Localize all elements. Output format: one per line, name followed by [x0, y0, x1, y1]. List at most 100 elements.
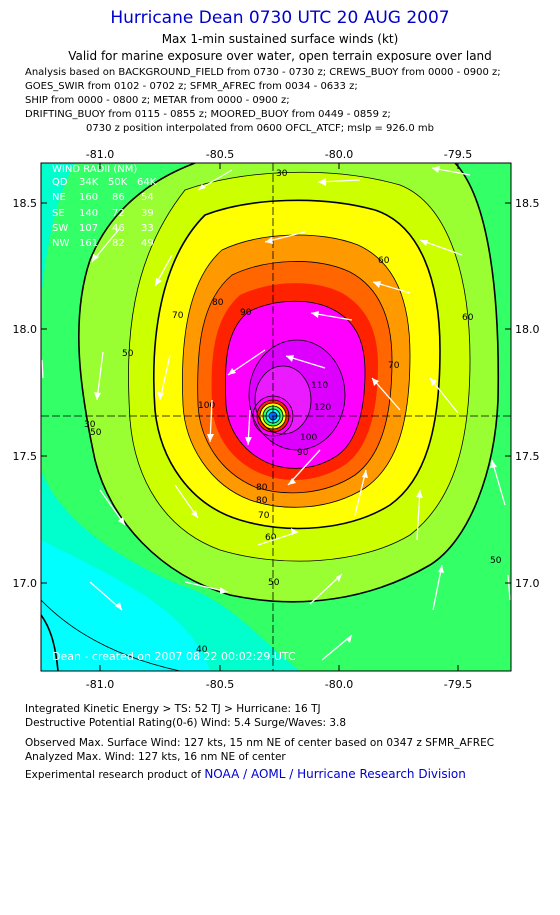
wind-vector — [96, 351, 104, 401]
contour-label: 80 — [212, 298, 224, 308]
wind-radii-header: 64K — [137, 177, 157, 188]
contour-label: 70 — [388, 361, 400, 371]
wind-vector — [354, 469, 367, 516]
contour-label: 90 — [240, 308, 252, 318]
lat-tick-right-4: 17.0 — [515, 577, 540, 590]
wind-radii-cell: NE — [52, 192, 66, 203]
wind-radii-header: QD — [52, 177, 68, 188]
wind-radii-cell: 49 — [141, 238, 154, 249]
wind-vector-head — [432, 166, 440, 173]
wind-vector-head — [336, 574, 342, 582]
creation-watermark: Dean - created on 2007 08 22 00:02:29 UT… — [52, 650, 296, 663]
wind-radii-header: 34K — [79, 177, 99, 188]
lon-tick-bottom-3: -80.0 — [325, 678, 353, 690]
wind-vector-head — [416, 490, 423, 498]
wind-vector — [41, 359, 44, 379]
wind-radii-cell: 46 — [112, 223, 125, 234]
wind-vector-head — [291, 528, 298, 535]
wind-vector-head — [191, 510, 198, 518]
contour-label: 50 — [122, 349, 134, 359]
contour-label: 50 — [490, 556, 502, 566]
wind-vector-head — [288, 478, 296, 485]
lon-tick-bottom-2: -80.5 — [206, 678, 234, 690]
credit-organization: NOAA / AOML / Hurricane Research Divisio… — [204, 767, 466, 781]
credit-line: Experimental research product of NOAA / … — [25, 767, 466, 781]
wind-vector-head — [118, 517, 125, 525]
ike-line: Integrated Kinetic Energy > TS: 52 TJ > … — [25, 703, 321, 715]
wind-vector — [429, 377, 459, 414]
contour-110 — [248, 339, 346, 451]
wind-radii-cell: 33 — [141, 223, 154, 234]
wind-vector — [491, 459, 506, 506]
lon-tick-bottom-4: -79.5 — [444, 678, 472, 690]
wind-radii-cell: NW — [52, 238, 69, 249]
contour-70 — [153, 199, 441, 530]
lat-tick-right-3: 17.5 — [515, 450, 540, 463]
contour-90 — [197, 261, 393, 494]
lat-tick-right-1: 18.5 — [515, 197, 540, 210]
wind-vector-head — [207, 434, 214, 442]
wind-vector-head — [318, 178, 326, 186]
contour-label: 30 — [84, 420, 96, 430]
contour-label: 80 — [256, 483, 268, 493]
contour-label: 60 — [265, 533, 277, 543]
contour-label: 110 — [311, 381, 328, 391]
contour-100 — [225, 300, 366, 469]
wind-vector-head — [115, 602, 122, 610]
wind-radii-cell: 54 — [141, 192, 154, 203]
wind-radii-cell: 82 — [112, 238, 125, 249]
contour-label: 50 — [90, 428, 102, 438]
lon-tick-top-2: -80.5 — [206, 148, 234, 161]
wind-vector-head — [220, 587, 228, 594]
analysis-line-2: GOES_SWIR from 0102 - 0702 z; SFMR_AFREC… — [25, 81, 358, 92]
wind-vector-head — [362, 470, 368, 478]
contour-label: 80 — [256, 496, 268, 506]
map-frame — [40, 162, 512, 672]
wind-vector — [432, 564, 443, 611]
wind-vector — [416, 489, 421, 541]
wind-radii-cell: 107 — [79, 223, 98, 234]
contour-50 — [78, 163, 500, 603]
lon-tick-top-1: -81.0 — [86, 148, 114, 161]
wind-vector-head — [157, 392, 164, 400]
wind-vector-head — [265, 237, 273, 244]
wind-vector — [507, 574, 511, 601]
wind-vector-head — [430, 378, 437, 386]
wind-radii-cell: SW — [52, 223, 68, 234]
analysis-line-3: SHIP from 0000 - 0800 z; METAR from 0000… — [25, 95, 290, 106]
contour-60 — [128, 171, 471, 562]
contour-label: 120 — [314, 403, 331, 413]
wind-vector — [309, 573, 343, 605]
lat-tick-right-2: 18.0 — [515, 323, 540, 336]
wind-vector — [159, 354, 171, 401]
contour-80 — [182, 234, 411, 508]
lon-tick-top-3: -80.0 — [325, 148, 353, 161]
wind-vector-head — [373, 281, 381, 288]
validity-note: Valid for marine exposure over water, op… — [68, 49, 492, 63]
wind-radii-cell: 86 — [112, 192, 125, 203]
wind-vector-head — [92, 254, 99, 262]
contour-label: 70 — [172, 311, 184, 321]
wind-vector-head — [228, 368, 236, 375]
contour-label: 90 — [297, 448, 309, 458]
wind-radii-cell: 161 — [79, 238, 98, 249]
contour-label: 40 — [196, 645, 208, 655]
dpr-line: Destructive Potential Rating(0-6) Wind: … — [25, 717, 347, 729]
lat-tick-left-2: 18.0 — [13, 323, 38, 336]
lon-tick-bottom-1: -81.0 — [86, 678, 114, 690]
analyzed-max-wind: Analyzed Max. Wind: 127 kts, 16 nm NE of… — [25, 751, 286, 763]
contour-label: 50 — [268, 578, 280, 588]
analysis-line-4: DRIFTING_BUOY from 0115 - 0855 z; MOORED… — [25, 109, 391, 120]
wind-vector-head — [286, 355, 294, 362]
contour-label: 100 — [300, 433, 317, 443]
wind-vector-head — [198, 184, 206, 190]
wind-vector-head — [245, 437, 252, 445]
wind-vector-head — [372, 378, 379, 386]
lat-tick-left-1: 18.5 — [13, 197, 38, 210]
wind-radii-cell: 39 — [141, 208, 154, 219]
contour-label: 60 — [378, 256, 390, 266]
credit-prefix: Experimental research product of — [25, 769, 205, 781]
lat-tick-left-3: 17.5 — [13, 450, 38, 463]
wind-vector-head — [420, 240, 428, 246]
observed-max-wind: Observed Max. Surface Wind: 127 kts, 15 … — [25, 737, 495, 749]
